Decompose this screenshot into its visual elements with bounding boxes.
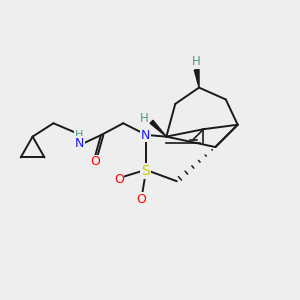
Text: O: O [90,155,100,168]
Text: O: O [136,193,146,206]
Text: H: H [140,112,148,125]
Text: O: O [114,173,124,186]
Text: S: S [141,164,150,178]
Text: H: H [74,130,83,140]
Polygon shape [194,69,199,88]
Text: H: H [192,55,201,68]
Text: N: N [141,129,150,142]
Polygon shape [150,120,166,136]
Text: N: N [75,137,84,150]
